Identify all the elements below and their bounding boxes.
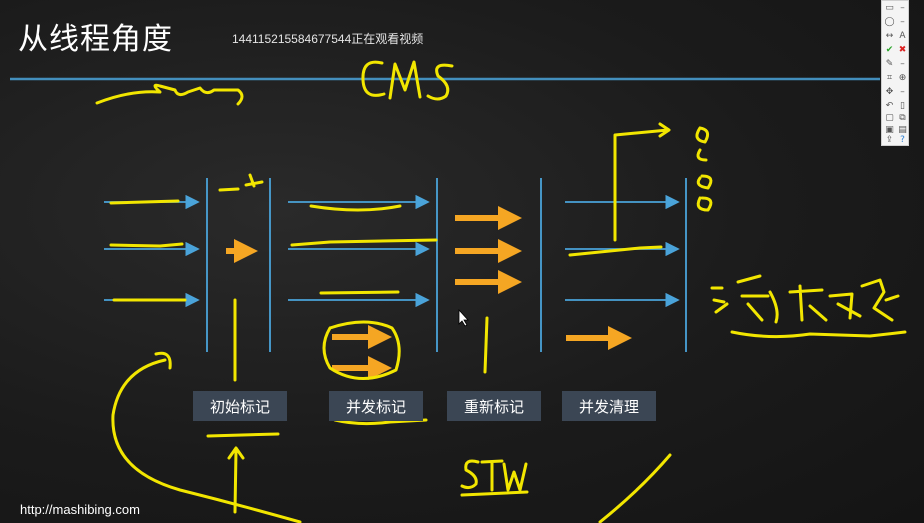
page-icon[interactable]: ▢ (885, 113, 894, 123)
text-icon[interactable]: A (899, 31, 906, 41)
phase-concurrent-mark: 并发标记 (329, 391, 423, 421)
check-icon[interactable]: ✔ (885, 45, 894, 55)
footer-url: http://mashibing.com (20, 502, 140, 517)
minus-icon[interactable]: – (900, 3, 905, 13)
arrow-icon[interactable]: ↔ (885, 31, 894, 41)
gc-thread-arrows (226, 206, 632, 380)
thread-arrows (104, 194, 680, 308)
phase-remark: 重新标记 (447, 391, 541, 421)
annotation-toolbar: ▭ – ◯ – ↔ A ✔ ✖ ✎ – ⌗ ⊕ ✥ – ↶ ▯ ▢ ⧉ ▣ ▤ … (881, 0, 909, 146)
phase-concurrent-sweep: 并发清理 (562, 391, 656, 421)
page-title: 从线程角度 (18, 22, 173, 57)
phase-separators (206, 178, 687, 352)
handwritten-annotations (95, 60, 907, 523)
minus-icon[interactable]: – (900, 17, 905, 27)
ellipse-icon[interactable]: ◯ (884, 17, 895, 27)
share-icon[interactable]: ⇪ (885, 135, 894, 145)
move-icon[interactable]: ✥ (885, 87, 894, 97)
minus-icon[interactable]: – (900, 59, 905, 69)
trash-icon[interactable]: ▯ (900, 101, 905, 111)
undo-icon[interactable]: ↶ (885, 101, 894, 111)
highlighter-icon[interactable]: ✎ (885, 59, 894, 69)
phase-initial-mark: 初始标记 (193, 391, 287, 421)
zoom-icon[interactable]: ⊕ (898, 73, 907, 83)
minus-icon[interactable]: – (900, 87, 905, 97)
crop-icon[interactable]: ⌗ (886, 73, 893, 83)
close-icon[interactable]: ✖ (898, 45, 907, 55)
info-icon[interactable]: ? (900, 135, 905, 145)
mouse-cursor-icon (458, 309, 469, 327)
save-icon[interactable]: ▣ (885, 125, 894, 135)
copy-icon[interactable]: ⧉ (899, 113, 906, 123)
film-icon[interactable]: ▤ (898, 125, 907, 135)
rectangle-icon[interactable]: ▭ (885, 3, 894, 13)
viewer-notice: 144115215584677544正在观看视频 (232, 32, 424, 46)
